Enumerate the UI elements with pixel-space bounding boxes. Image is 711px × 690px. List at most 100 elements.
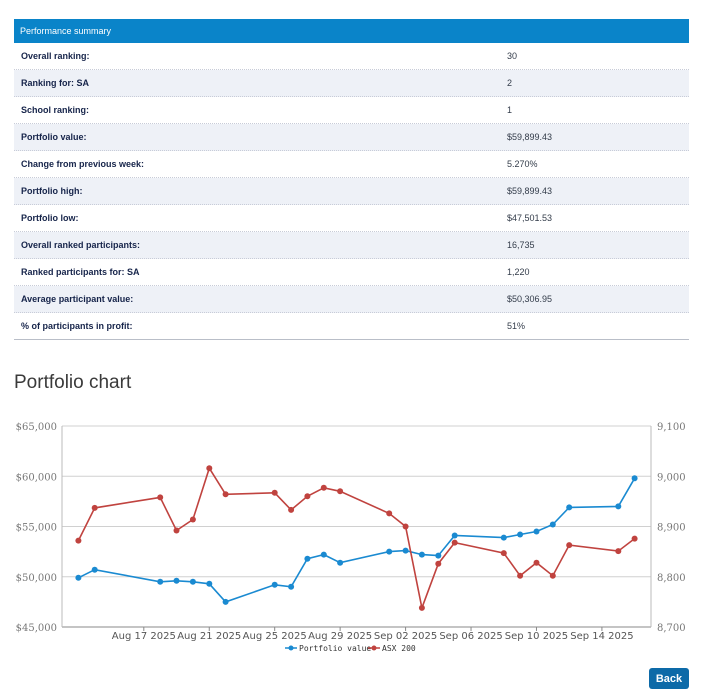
summary-row: Overall ranked participants: 16,735: [14, 232, 689, 259]
x-tick-label: Aug 25 2025: [243, 631, 307, 642]
data-point: [173, 577, 180, 584]
summary-row: School ranking: 1: [14, 97, 689, 124]
data-point: [402, 547, 409, 554]
data-point: [549, 572, 556, 579]
data-point: [91, 566, 98, 573]
x-tick-label: Aug 21 2025: [177, 631, 241, 642]
summary-row-value: 1: [507, 105, 513, 115]
data-point: [451, 532, 458, 539]
summary-row-label: % of participants in profit:: [21, 321, 133, 331]
summary-row-label: Portfolio low:: [21, 213, 79, 223]
data-point: [500, 550, 507, 557]
summary-row-label: Ranking for: SA: [21, 78, 90, 88]
data-point: [189, 578, 196, 585]
data-point: [304, 555, 311, 562]
data-point: [91, 504, 98, 511]
data-point: [157, 494, 164, 501]
summary-rows: Overall ranking: 30 Ranking for: SA 2 School…: [14, 43, 689, 340]
data-point: [386, 510, 393, 517]
data-point: [271, 581, 278, 588]
y-right-tick-label: 8,900: [657, 523, 686, 534]
data-point: [75, 574, 82, 581]
data-point: [337, 488, 344, 495]
y-left-tick-label: $50,000: [16, 573, 57, 584]
data-point: [386, 548, 393, 555]
data-point: [566, 504, 573, 511]
summary-row-label: Overall ranking:: [21, 51, 90, 61]
summary-row-value: $59,899.43: [507, 186, 553, 196]
summary-row-label: Change from previous week:: [21, 159, 145, 169]
data-point: [173, 527, 180, 534]
summary-row: Portfolio value: $59,899.43: [14, 124, 689, 151]
data-point: [206, 465, 213, 472]
data-point: [435, 552, 442, 559]
data-point: [320, 551, 327, 558]
summary-row-value: 2: [507, 78, 513, 88]
data-point: [288, 583, 295, 590]
data-point: [206, 580, 213, 587]
data-point: [533, 559, 540, 566]
y-left-tick-label: $65,000: [16, 422, 57, 433]
data-point: [566, 542, 573, 549]
summary-row-label: Ranked participants for: SA: [21, 267, 140, 277]
data-point: [418, 551, 425, 558]
y-right-tick-label: 9,100: [657, 422, 686, 433]
x-tick-label: Aug 17 2025: [112, 631, 176, 642]
summary-row-value: 1,220: [507, 267, 530, 277]
x-tick-label: Sep 02 2025: [374, 631, 437, 642]
y-left-tick-label: $60,000: [16, 472, 57, 483]
summary-row: Ranked participants for: SA 1,220: [14, 259, 689, 286]
summary-row: Portfolio high: $59,899.43: [14, 178, 689, 205]
data-point: [435, 560, 442, 567]
summary-row-label: Average participant value:: [21, 294, 134, 304]
summary-header: Performance summary: [14, 19, 689, 43]
legend-swatch-marker: [371, 645, 377, 651]
data-point: [533, 528, 540, 535]
data-point: [517, 572, 524, 579]
data-point: [631, 475, 638, 482]
summary-row: Overall ranking: 30: [14, 43, 689, 70]
summary-row-value: $47,501.53: [507, 213, 553, 223]
summary-row-value: 51%: [507, 321, 526, 331]
summary-row: Portfolio low: $47,501.53: [14, 205, 689, 232]
legend-swatch-marker: [288, 645, 294, 651]
summary-row-value: 30: [507, 51, 518, 61]
x-tick-label: Sep 10 2025: [505, 631, 568, 642]
series-line: [77, 466, 636, 611]
y-right-tick-label: 8,700: [657, 623, 686, 634]
summary-row: Average participant value: $50,306.95: [14, 286, 689, 313]
data-point: [615, 503, 622, 510]
summary-row-value: 5.270%: [507, 159, 538, 169]
data-point: [222, 491, 229, 498]
data-point: [615, 548, 622, 555]
x-tick-label: Sep 06 2025: [439, 631, 502, 642]
x-tick-label: Sep 14 2025: [570, 631, 633, 642]
data-point: [631, 535, 638, 542]
y-left-tick-label: $55,000: [16, 523, 57, 534]
y-left-tick-label: $45,000: [16, 623, 57, 634]
summary-row-label: Portfolio value:: [21, 132, 87, 142]
data-point: [271, 489, 278, 496]
legend-label: Portfolio value: [299, 644, 371, 653]
data-point: [320, 484, 327, 491]
data-point: [157, 578, 164, 585]
summary-row-label: Overall ranked participants:: [21, 240, 141, 250]
data-point: [549, 521, 556, 528]
summary-row-label: Portfolio high:: [21, 186, 83, 196]
data-point: [288, 506, 295, 513]
summary-row-value: 16,735: [507, 240, 535, 250]
data-point: [517, 531, 524, 538]
back-button[interactable]: Back: [649, 668, 689, 689]
data-point: [451, 539, 458, 546]
summary-row-value: $50,306.95: [507, 294, 553, 304]
chart-title: Portfolio chart: [14, 372, 132, 393]
y-right-tick-label: 9,000: [657, 472, 686, 483]
data-point: [402, 523, 409, 530]
summary-row-value: $59,899.43: [507, 132, 553, 142]
data-point: [337, 559, 344, 566]
data-point: [75, 537, 82, 544]
data-point: [304, 493, 311, 500]
x-tick-label: Aug 29 2025: [308, 631, 372, 642]
legend-label: ASX 200: [382, 644, 416, 653]
data-point: [189, 516, 196, 523]
